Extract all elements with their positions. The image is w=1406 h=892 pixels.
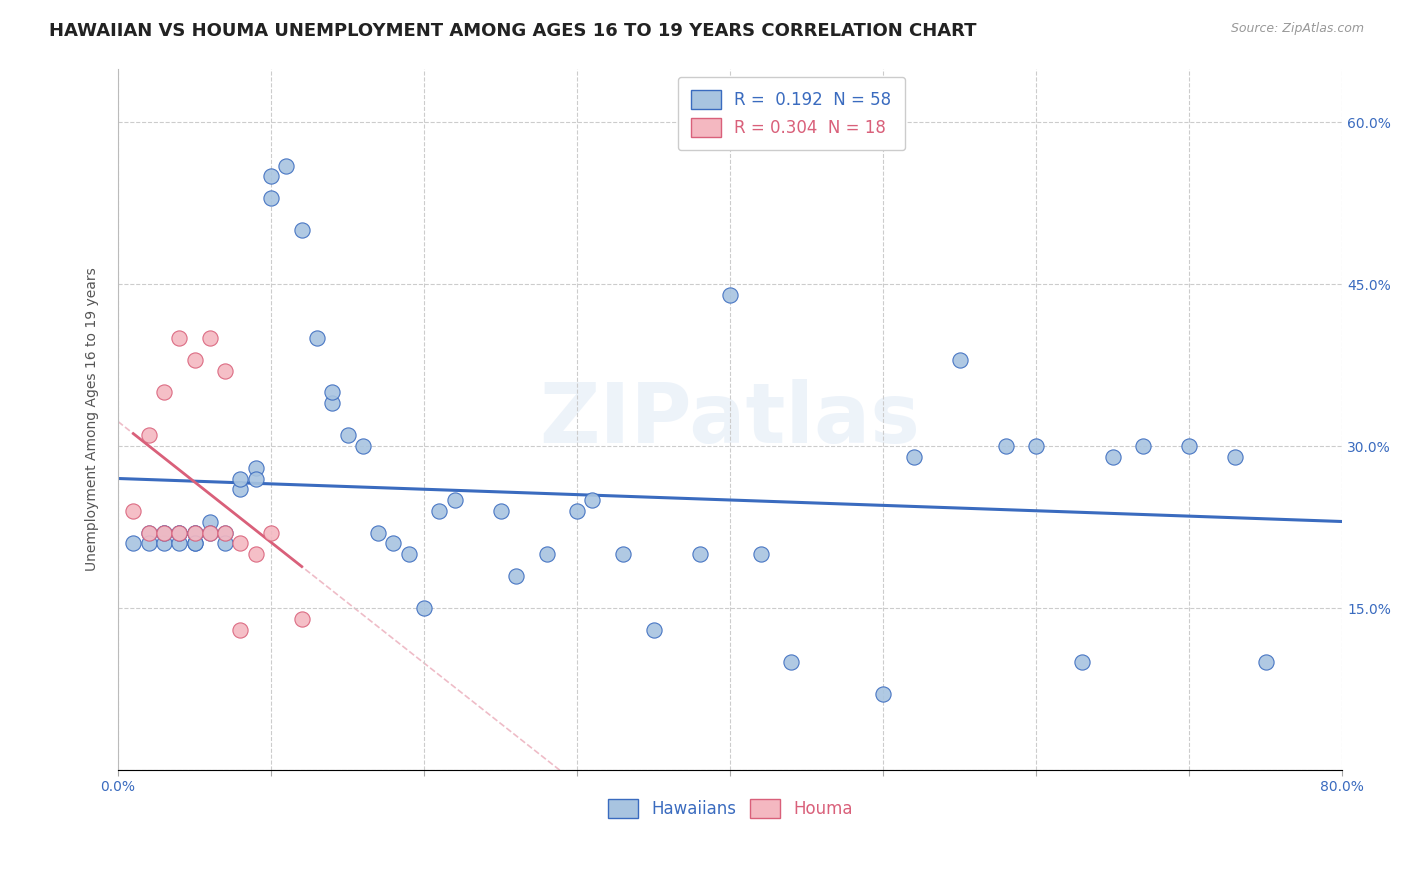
Point <box>536 547 558 561</box>
Point <box>276 159 298 173</box>
Point <box>153 536 176 550</box>
Point <box>1178 439 1201 453</box>
Point <box>612 547 634 561</box>
Point <box>321 396 343 410</box>
Point <box>183 525 205 540</box>
Point <box>382 536 405 550</box>
Point <box>122 504 145 518</box>
Point <box>167 525 190 540</box>
Point <box>505 568 527 582</box>
Point <box>183 352 205 367</box>
Point <box>153 525 176 540</box>
Point <box>183 536 205 550</box>
Point <box>153 385 176 400</box>
Point <box>183 525 205 540</box>
Point <box>321 385 343 400</box>
Point <box>183 525 205 540</box>
Text: Source: ZipAtlas.com: Source: ZipAtlas.com <box>1230 22 1364 36</box>
Point <box>138 525 160 540</box>
Point <box>229 623 252 637</box>
Point <box>443 493 465 508</box>
Point <box>198 515 221 529</box>
Point <box>429 504 451 518</box>
Point <box>367 525 389 540</box>
Point <box>198 331 221 345</box>
Point <box>336 428 359 442</box>
Point <box>245 472 267 486</box>
Point <box>122 536 145 550</box>
Point <box>229 536 252 550</box>
Point <box>1101 450 1123 464</box>
Point <box>183 536 205 550</box>
Point <box>1025 439 1047 453</box>
Point <box>167 525 190 540</box>
Point <box>245 547 267 561</box>
Point <box>260 191 283 205</box>
Point <box>489 504 512 518</box>
Point <box>138 428 160 442</box>
Point <box>565 504 588 518</box>
Point <box>229 472 252 486</box>
Point <box>1254 655 1277 669</box>
Point <box>994 439 1017 453</box>
Point <box>689 547 711 561</box>
Point <box>1071 655 1094 669</box>
Point <box>581 493 603 508</box>
Point <box>214 364 236 378</box>
Point <box>198 525 221 540</box>
Y-axis label: Unemployment Among Ages 16 to 19 years: Unemployment Among Ages 16 to 19 years <box>86 268 100 571</box>
Legend: Hawaiians, Houma: Hawaiians, Houma <box>602 792 859 825</box>
Point <box>138 536 160 550</box>
Point <box>167 536 190 550</box>
Point <box>138 525 160 540</box>
Point <box>305 331 328 345</box>
Point <box>718 288 741 302</box>
Point <box>1132 439 1154 453</box>
Point <box>198 525 221 540</box>
Point <box>260 525 283 540</box>
Point <box>214 525 236 540</box>
Point <box>643 623 665 637</box>
Point <box>749 547 772 561</box>
Point <box>398 547 420 561</box>
Point <box>413 601 436 615</box>
Point <box>229 483 252 497</box>
Point <box>352 439 374 453</box>
Point <box>167 525 190 540</box>
Point <box>260 169 283 184</box>
Point <box>903 450 925 464</box>
Point <box>214 525 236 540</box>
Point <box>291 223 314 237</box>
Point <box>214 536 236 550</box>
Text: ZIPatlas: ZIPatlas <box>540 379 921 459</box>
Point <box>291 612 314 626</box>
Point <box>167 331 190 345</box>
Text: HAWAIIAN VS HOUMA UNEMPLOYMENT AMONG AGES 16 TO 19 YEARS CORRELATION CHART: HAWAIIAN VS HOUMA UNEMPLOYMENT AMONG AGE… <box>49 22 977 40</box>
Point <box>153 525 176 540</box>
Point <box>949 352 972 367</box>
Point <box>245 460 267 475</box>
Point <box>872 688 894 702</box>
Point <box>780 655 803 669</box>
Point <box>153 525 176 540</box>
Point <box>1223 450 1246 464</box>
